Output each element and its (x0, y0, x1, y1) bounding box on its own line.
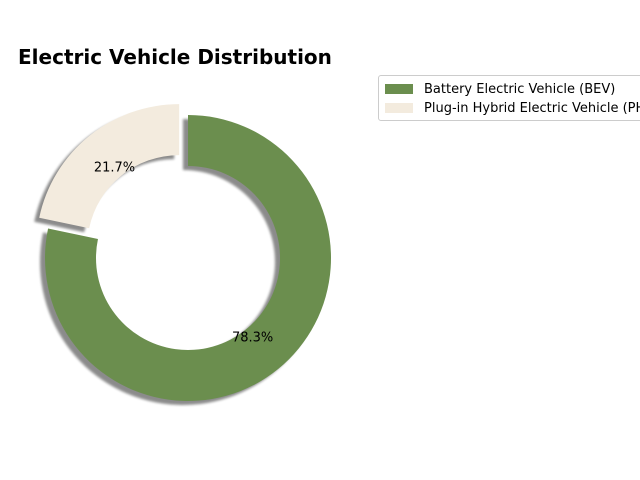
slice-label-phev: 21.7% (94, 160, 135, 175)
legend-label-bev: Battery Electric Vehicle (BEV) (424, 81, 616, 97)
donut-slice-bev (44, 115, 331, 401)
legend-label-phev: Plug-in Hybrid Electric Vehicle (PHEV) (424, 100, 640, 116)
legend-swatch-bev (385, 84, 413, 94)
legend-entry-phev: Plug-in Hybrid Electric Vehicle (PHEV) (385, 99, 640, 117)
legend-swatch-phev (385, 103, 413, 113)
legend-entry-bev: Battery Electric Vehicle (BEV) (385, 80, 615, 98)
slice-label-bev: 78.3% (232, 331, 273, 346)
donut-slice-phev (39, 104, 180, 229)
chart-title: Electric Vehicle Distribution (18, 45, 332, 69)
chart-legend: Battery Electric Vehicle (BEV) Plug-in H… (378, 75, 640, 121)
